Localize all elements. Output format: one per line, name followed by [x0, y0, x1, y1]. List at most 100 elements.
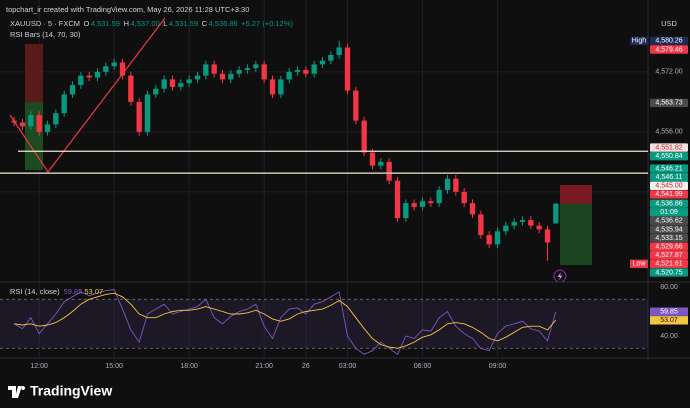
- zone-red: [25, 44, 43, 102]
- candle-body: [503, 225, 509, 232]
- candle-body: [153, 88, 159, 95]
- candle-body: [378, 161, 384, 166]
- candle-body: [461, 191, 467, 204]
- rsi-legend-value: 59.85: [64, 287, 83, 296]
- price-label-box: [650, 45, 688, 54]
- candle-body: [519, 220, 526, 222]
- price-label-box: [650, 268, 688, 277]
- candle-body: [61, 94, 67, 114]
- ohlc-key: C: [202, 19, 208, 28]
- ohlc-value: 4,537.00: [130, 19, 159, 28]
- candle-body: [94, 71, 101, 78]
- candle-body: [403, 203, 409, 219]
- candle-body: [194, 75, 201, 80]
- symbol: XAUUSD · 5 · FXCM: [10, 19, 80, 28]
- price-label-box: [650, 172, 688, 182]
- timer-box: [650, 208, 688, 217]
- candle-body: [328, 55, 334, 61]
- x-tick-label: 03:00: [339, 363, 357, 370]
- x-tick-label: 06:00: [414, 363, 432, 370]
- candle-body: [119, 62, 126, 76]
- credit: topchart_ir created with TradingView.com…: [6, 5, 249, 14]
- candle-body: [478, 214, 484, 235]
- candle-body: [203, 64, 209, 76]
- ohlc-key: O: [84, 19, 90, 28]
- candle-body: [253, 64, 259, 69]
- candle-body: [144, 94, 151, 132]
- position-reward: [560, 204, 592, 265]
- price-label: 4,536.86: [655, 200, 682, 207]
- candle-body: [178, 83, 184, 87]
- rsi-value-box: [650, 307, 688, 316]
- currency: USD: [661, 19, 677, 28]
- price-label-box: [650, 242, 688, 251]
- price-label: 4,535.94: [655, 226, 682, 233]
- price-label-box: [650, 190, 688, 199]
- ohlc-value: 4,531.59: [91, 19, 120, 28]
- x-tick-label: 15:00: [105, 363, 123, 370]
- candle-body: [278, 79, 284, 95]
- brand: TradingView: [30, 383, 112, 399]
- price-label-box: [650, 164, 688, 173]
- price-label: 4,579.46: [655, 46, 682, 53]
- price-label-box: [650, 216, 688, 226]
- price-label-box: [650, 251, 688, 260]
- candle-body: [319, 60, 326, 65]
- candle-body: [261, 64, 267, 80]
- candle-body: [86, 75, 92, 78]
- price-label-box: [650, 199, 688, 208]
- price-label-box: [650, 151, 688, 161]
- ohlc-key: L: [163, 19, 167, 28]
- ohlc-value: 4,536.86: [208, 19, 237, 28]
- rsi-value-box: [650, 316, 688, 325]
- candle-body: [286, 71, 292, 80]
- candle-body: [444, 178, 451, 190]
- candle-body: [419, 201, 426, 207]
- x-tick-label: 12:00: [30, 363, 48, 370]
- change: +5.27 (+0.12%): [241, 19, 293, 28]
- candle-body: [303, 70, 309, 74]
- candle-body: [111, 62, 117, 67]
- candle-body: [19, 122, 26, 127]
- price-label-box: [650, 233, 688, 243]
- candle-body: [494, 231, 501, 245]
- candle-body: [361, 120, 367, 153]
- candle-body: [294, 70, 301, 72]
- price-label: 4,521.61: [655, 261, 682, 268]
- candle-body: [44, 124, 51, 132]
- candle-body: [244, 68, 251, 70]
- candle-body: [436, 190, 442, 204]
- candle-body: [386, 161, 392, 181]
- price-label: 4,533.15: [655, 235, 682, 242]
- rsi-line: [14, 292, 557, 349]
- candle-body: [128, 75, 134, 102]
- timer: 01:09: [660, 209, 678, 216]
- rsi-tick-label: 40.00: [660, 333, 678, 340]
- x-tick-label: 21:00: [255, 363, 273, 370]
- candle-body: [553, 203, 559, 224]
- x-tick-label: 09:00: [489, 363, 507, 370]
- price-label: 4,580.26: [655, 38, 682, 45]
- y-tick-label: 4,556.00: [655, 129, 682, 136]
- price-label-box: [650, 143, 688, 152]
- price-label: 4,551.82: [655, 144, 682, 151]
- candle-body: [411, 203, 417, 207]
- rsi-title: RSI (14, close): [10, 287, 60, 296]
- candle-body: [353, 90, 359, 121]
- price-tag: High: [632, 38, 647, 45]
- candle-body: [53, 113, 59, 125]
- candle-body: [28, 115, 34, 127]
- price-label-box: [650, 98, 688, 108]
- price-label-box: [650, 259, 688, 269]
- candle-body: [219, 73, 226, 80]
- price-tag: Low: [633, 261, 647, 268]
- indicator-label: RSI Bars (14, 70, 30): [10, 30, 81, 39]
- position-risk: [560, 185, 592, 204]
- candle-body: [544, 229, 551, 243]
- candle-body: [469, 203, 476, 215]
- candle-body: [69, 85, 76, 95]
- rsi-tick-label: 80.00: [660, 284, 678, 291]
- price-label: 4,546.11: [656, 174, 683, 181]
- candle-body: [136, 101, 142, 132]
